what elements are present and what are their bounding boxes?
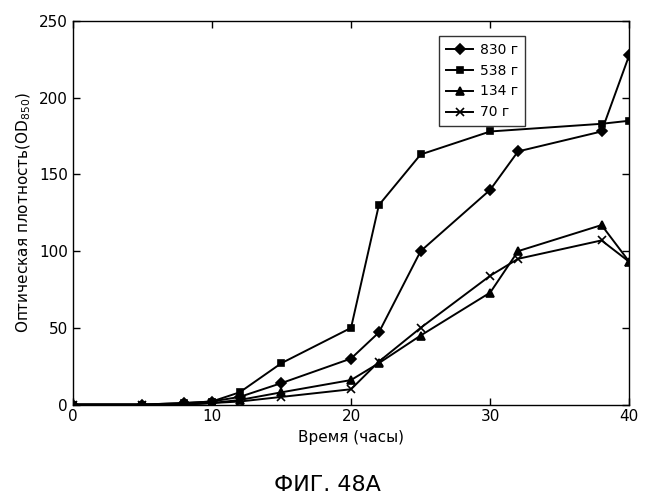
70 г	[625, 259, 633, 265]
830 г	[180, 400, 188, 406]
70 г	[277, 394, 285, 400]
538 г	[277, 360, 285, 366]
830 г	[487, 187, 494, 193]
538 г	[139, 402, 146, 407]
134 г	[69, 402, 77, 407]
134 г	[375, 360, 383, 366]
538 г	[375, 202, 383, 208]
70 г	[236, 398, 244, 404]
538 г	[180, 400, 188, 406]
538 г	[625, 118, 633, 124]
70 г	[487, 272, 494, 278]
70 г	[180, 402, 188, 407]
538 г	[417, 152, 424, 158]
538 г	[487, 128, 494, 134]
X-axis label: Время (часы): Время (часы)	[298, 430, 404, 445]
70 г	[375, 358, 383, 364]
830 г	[598, 128, 606, 134]
830 г	[625, 52, 633, 58]
134 г	[487, 290, 494, 296]
Text: ФИГ. 48А: ФИГ. 48А	[273, 475, 381, 495]
Line: 538 г: 538 г	[69, 118, 633, 408]
134 г	[208, 400, 216, 406]
Line: 830 г: 830 г	[69, 52, 633, 408]
830 г	[277, 380, 285, 386]
538 г	[347, 325, 355, 331]
134 г	[236, 397, 244, 403]
830 г	[236, 394, 244, 400]
70 г	[139, 402, 146, 407]
830 г	[417, 248, 424, 254]
538 г	[69, 402, 77, 407]
Line: 70 г: 70 г	[69, 236, 634, 408]
134 г	[139, 402, 146, 407]
134 г	[180, 402, 188, 407]
538 г	[236, 390, 244, 396]
70 г	[417, 325, 424, 331]
830 г	[69, 402, 77, 407]
70 г	[514, 256, 522, 262]
830 г	[514, 148, 522, 154]
Y-axis label: Оптическая плотность(OD$_{850}$): Оптическая плотность(OD$_{850}$)	[15, 92, 33, 333]
134 г	[625, 259, 633, 265]
134 г	[417, 332, 424, 338]
70 г	[347, 386, 355, 392]
134 г	[347, 377, 355, 383]
538 г	[598, 121, 606, 127]
830 г	[208, 398, 216, 404]
134 г	[277, 390, 285, 396]
Line: 134 г: 134 г	[69, 221, 634, 408]
134 г	[598, 222, 606, 228]
830 г	[139, 402, 146, 407]
134 г	[514, 248, 522, 254]
70 г	[598, 238, 606, 244]
538 г	[208, 398, 216, 404]
70 г	[208, 400, 216, 406]
70 г	[69, 402, 77, 407]
830 г	[375, 330, 383, 336]
Legend: 830 г, 538 г, 134 г, 70 г: 830 г, 538 г, 134 г, 70 г	[439, 36, 525, 126]
830 г	[347, 356, 355, 362]
